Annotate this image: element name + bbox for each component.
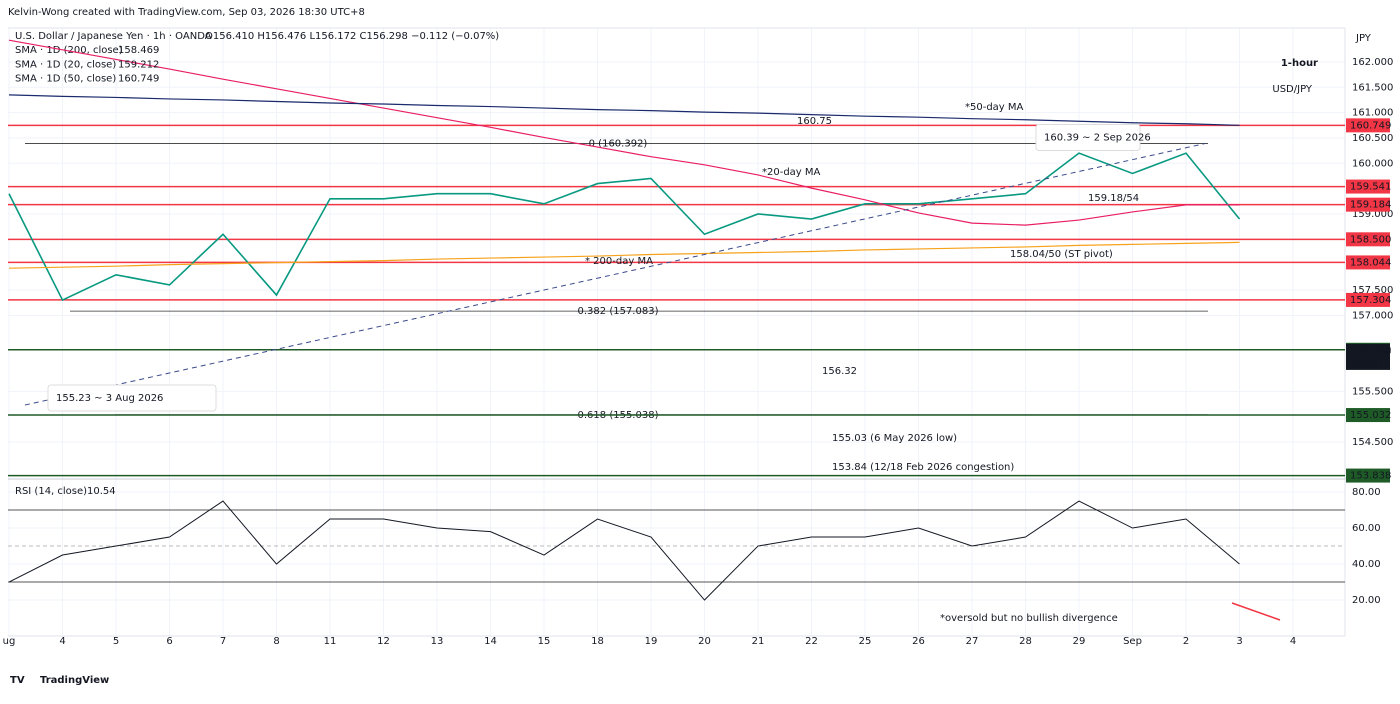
- x-tick-label: 26: [912, 636, 925, 647]
- series-line: [8, 241, 1240, 269]
- x-tick-label: 29: [1073, 636, 1086, 647]
- x-tick-label: Sep: [1123, 636, 1142, 647]
- y-tick-label: 80.00: [1352, 487, 1381, 498]
- x-tick-label: 8: [273, 636, 279, 647]
- divergence-line: [1231, 602, 1281, 621]
- y-tick-label: 154.500: [1352, 437, 1393, 448]
- y-tick-label: 155.500: [1352, 386, 1393, 397]
- annotation: 160.75: [797, 116, 832, 127]
- trendline: [24, 143, 1206, 406]
- price-badge-label: 158.044: [1350, 257, 1391, 268]
- annotation: 158.04/50 (ST pivot): [1010, 249, 1113, 260]
- price-badge: [1346, 408, 1390, 423]
- x-tick-label: 7: [220, 636, 226, 647]
- price-badge: [1346, 179, 1390, 194]
- symbol-label: USD/JPY: [1272, 84, 1312, 95]
- series-line: [8, 152, 1241, 302]
- x-tick-label: 28: [1019, 636, 1032, 647]
- timeframe-label: 1-hour: [1281, 58, 1318, 69]
- series-line: [8, 39, 1240, 226]
- fib-label: 0.382 (157.083): [578, 306, 659, 317]
- annotation: * 200-day MA: [585, 256, 653, 267]
- x-tick-label: 12: [377, 636, 390, 647]
- rsi-last: 10.54: [87, 486, 116, 497]
- x-tick-label: 18: [591, 636, 604, 647]
- y-tick-label: 20.00: [1352, 595, 1381, 606]
- axis-label: JPY: [1355, 33, 1372, 44]
- x-tick-label: 15: [538, 636, 551, 647]
- x-tick-label: 25: [859, 636, 872, 647]
- y-tick-label: 60.00: [1352, 523, 1381, 534]
- price-badge: [1346, 197, 1390, 212]
- y-tick-label: 159.000: [1352, 209, 1393, 220]
- current-price-badge: [1346, 343, 1390, 370]
- x-tick-label: 19: [645, 636, 658, 647]
- x-tick-label: 20: [698, 636, 711, 647]
- current-price-label: 156.298: [1350, 346, 1391, 357]
- price-badge: [1346, 255, 1390, 270]
- price-badge: [1346, 232, 1390, 247]
- y-tick-label: 160.000: [1352, 158, 1393, 169]
- x-tick-label: 4: [59, 636, 65, 647]
- x-tick-label: 13: [431, 636, 444, 647]
- y-tick-label: 40.00: [1352, 559, 1381, 570]
- x-tick-label: 27: [966, 636, 979, 647]
- attribution: Kelvin-Wong created with TradingView.com…: [8, 7, 365, 18]
- symbol-title: U.S. Dollar / Japanese Yen · 1h · OANDA: [15, 31, 212, 42]
- y-tick-label: 160.500: [1352, 133, 1393, 144]
- price-badge: [1346, 292, 1390, 307]
- x-tick-label: ug: [3, 636, 16, 647]
- annotation: 155.03 (6 May 2026 low): [832, 433, 957, 444]
- annotation: *50-day MA: [965, 102, 1024, 113]
- y-tick-label: 161.000: [1352, 108, 1393, 119]
- legend-value: 159.212: [118, 59, 159, 70]
- swing-label-box: [1035, 124, 1141, 152]
- ohlc: O156.410 H156.476 L156.172 C156.298 −0.1…: [205, 31, 499, 42]
- series-line: [8, 94, 1240, 126]
- x-tick-label: 3: [1236, 636, 1242, 647]
- x-tick-label: 21: [752, 636, 765, 647]
- x-tick-label: 14: [484, 636, 497, 647]
- annotation: 153.84 (12/18 Feb 2026 congestion): [832, 462, 1014, 473]
- swing-label-box: [47, 384, 217, 412]
- annotation: 156.32: [822, 366, 857, 377]
- price-badge: [1346, 118, 1390, 133]
- y-tick-label: 161.500: [1352, 82, 1393, 93]
- x-tick-label: 2: [1183, 636, 1189, 647]
- swing-label: 155.23 ~ 3 Aug 2026: [56, 393, 163, 404]
- fib-label: 0 (160.392): [589, 138, 648, 149]
- y-tick-label: 162.000: [1352, 57, 1393, 68]
- annotation: 159.18/54: [1088, 193, 1139, 204]
- x-tick-label: 4: [1290, 636, 1296, 647]
- rsi-annotation: *oversold but no bullish divergence: [940, 613, 1118, 624]
- price-badge-label: 155.032: [1350, 410, 1391, 421]
- brand: TradingView: [40, 675, 109, 686]
- rsi-title: RSI (14, close): [15, 486, 87, 497]
- y-tick-label: 157.000: [1352, 310, 1393, 321]
- series-line: [8, 500, 1240, 601]
- legend-value: 158.469: [118, 45, 159, 56]
- legend-name: SMA · 1D (20, close): [15, 59, 116, 70]
- x-tick-label: 11: [324, 636, 337, 647]
- x-tick-label: 5: [113, 636, 119, 647]
- swing-label: 160.39 ~ 2 Sep 2026: [1044, 133, 1151, 144]
- price-badge-label: 160.749: [1350, 120, 1391, 131]
- annotation: *20-day MA: [762, 167, 821, 178]
- x-tick-label: 6: [166, 636, 172, 647]
- price-badge-label: 157.304: [1350, 295, 1391, 306]
- price-badge-label: 159.541: [1350, 182, 1391, 193]
- x-tick-label: 22: [805, 636, 818, 647]
- countdown: 29:49: [1350, 358, 1379, 369]
- price-badge-label: 153.838: [1350, 471, 1391, 482]
- legend-value: 160.749: [118, 74, 159, 85]
- legend-name: SMA · 1D (50, close): [15, 74, 116, 85]
- price-badge: [1346, 468, 1390, 483]
- price-badge-label: 158.500: [1350, 234, 1391, 245]
- brand-mark: 𝗧𝗩: [10, 675, 25, 686]
- price-badge-label: 159.184: [1350, 200, 1391, 211]
- y-tick-label: 157.500: [1352, 285, 1393, 296]
